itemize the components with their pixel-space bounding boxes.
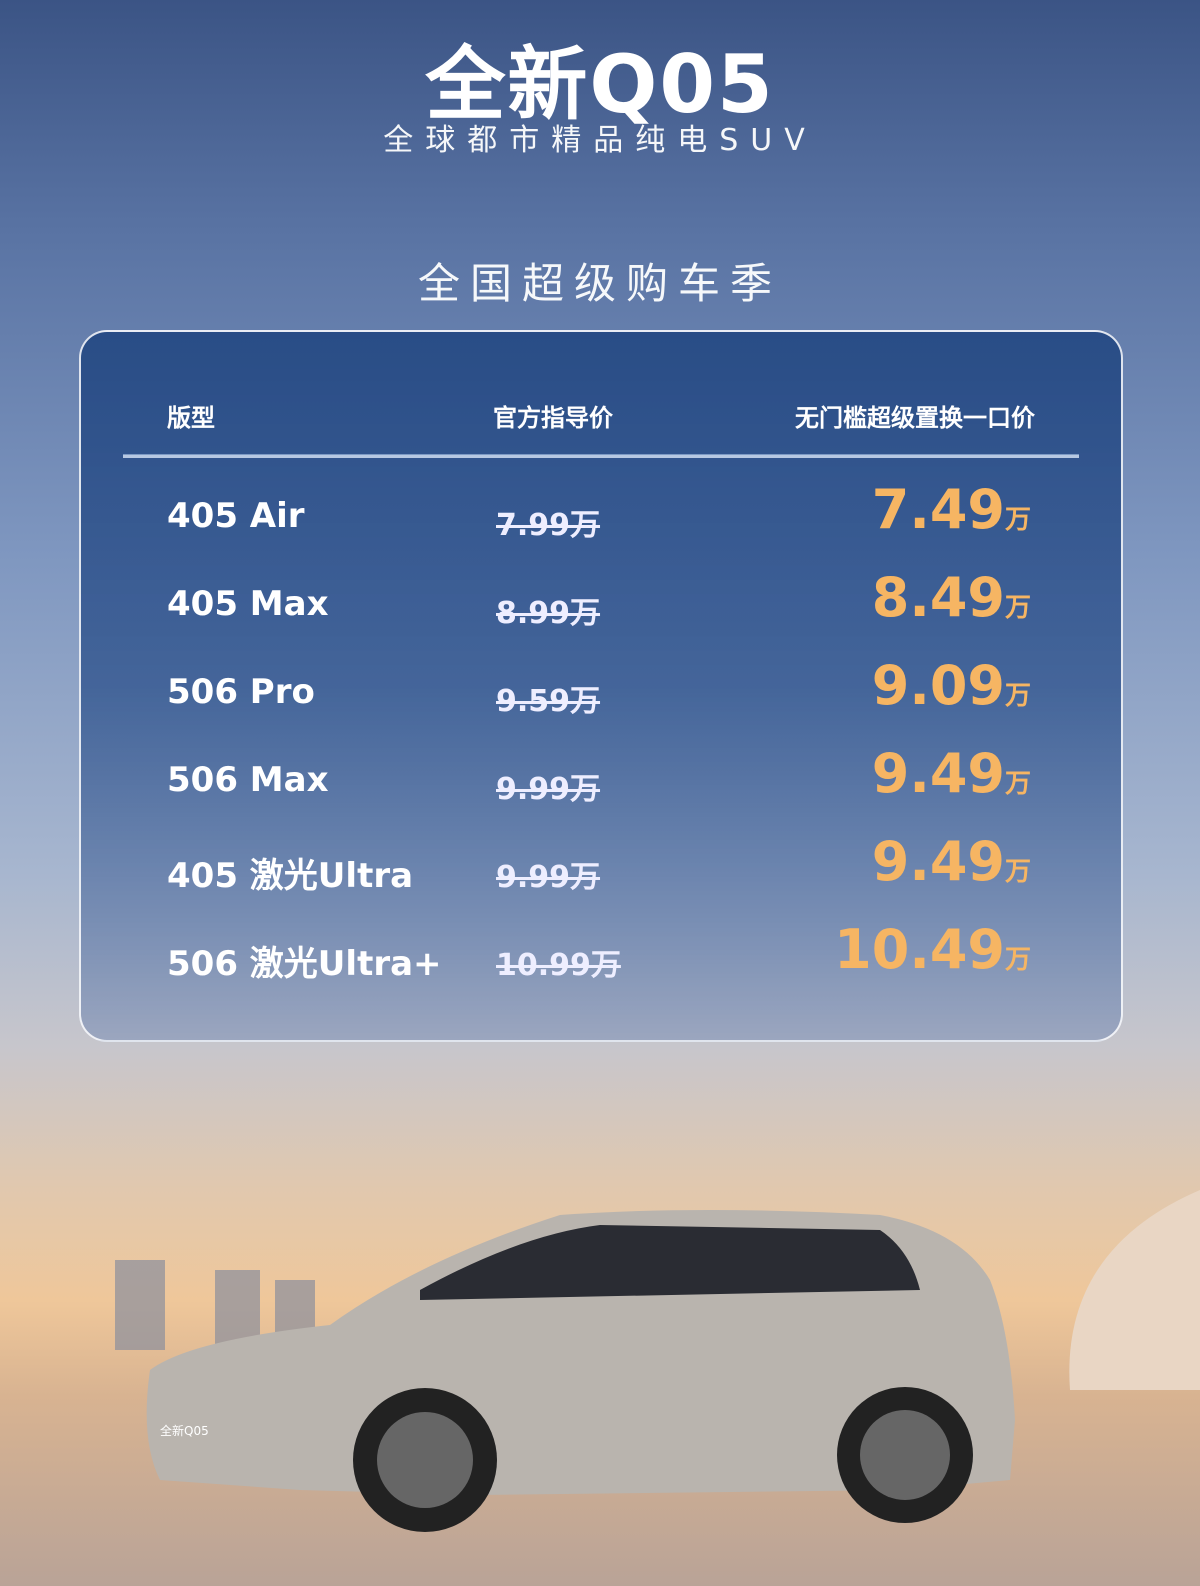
model-name: 506 Max xyxy=(167,760,329,800)
column-header-model: 版型 xyxy=(167,404,215,432)
model-name: 506 激光Ultra+ xyxy=(167,944,442,984)
trade-in-price: 8.49万 xyxy=(872,566,1031,629)
trade-in-price: 9.49万 xyxy=(872,830,1031,893)
official-price: 9.99万 xyxy=(496,772,601,807)
table-row: 405 Max 8.99万 8.49万 xyxy=(81,566,1121,646)
subtitle: 全球都市精品纯电SUV xyxy=(383,123,817,158)
official-price: 9.99万 xyxy=(496,860,601,895)
price-value: 9.09 xyxy=(871,654,1005,717)
trade-in-price: 7.49万 xyxy=(872,478,1031,541)
promo-heading: 全国超级购车季 xyxy=(417,259,782,308)
table-row: 506 Max 9.99万 9.49万 xyxy=(81,742,1121,822)
trade-in-price: 9.49万 xyxy=(872,742,1031,805)
price-unit: 万 xyxy=(1004,857,1031,887)
price-unit: 万 xyxy=(1004,593,1031,623)
price-table: 版型 官方指导价 无门槛超级置换一口价 405 Air 7.99万 7.49万 4… xyxy=(79,330,1123,1042)
model-name: 405 Air xyxy=(167,496,305,536)
price-value: 7.49 xyxy=(871,478,1005,541)
car-badge: 全新Q05 xyxy=(160,1423,209,1438)
price-value: 9.49 xyxy=(871,830,1005,893)
official-price: 9.59万 xyxy=(496,684,601,719)
price-unit: 万 xyxy=(1004,681,1031,711)
table-row: 506 Pro 9.59万 9.09万 xyxy=(81,654,1121,734)
divider xyxy=(123,454,1079,458)
price-unit: 万 xyxy=(1004,505,1031,535)
price-value: 8.49 xyxy=(871,566,1005,629)
trade-in-price: 9.09万 xyxy=(872,654,1031,717)
car-image: 全新Q05 xyxy=(115,1190,1200,1532)
page-title: 全新Q05 xyxy=(425,38,775,131)
column-header-official-price: 官方指导价 xyxy=(493,404,613,432)
price-unit: 万 xyxy=(1004,945,1031,975)
model-name: 405 激光Ultra xyxy=(167,856,414,896)
official-price: 7.99万 xyxy=(496,508,601,543)
official-price: 8.99万 xyxy=(496,596,601,631)
table-row: 405 激光Ultra 9.99万 9.49万 xyxy=(81,830,1121,910)
model-name: 506 Pro xyxy=(167,672,315,712)
column-header-trade-in-price: 无门槛超级置换一口价 xyxy=(795,404,1035,432)
official-price: 10.99万 xyxy=(496,948,621,983)
table-row: 506 激光Ultra+ 10.99万 10.49万 xyxy=(81,918,1121,998)
price-value: 10.49 xyxy=(834,918,1005,981)
price-value: 9.49 xyxy=(871,742,1005,805)
model-name: 405 Max xyxy=(167,584,329,624)
table-row: 405 Air 7.99万 7.49万 xyxy=(81,478,1121,558)
price-unit: 万 xyxy=(1004,769,1031,799)
trade-in-price: 10.49万 xyxy=(834,918,1031,981)
